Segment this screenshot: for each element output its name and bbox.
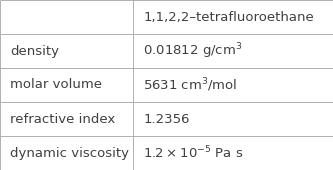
Text: 1.2356: 1.2356 (143, 113, 190, 125)
Text: 1,1,2,2–tetrafluoroethane: 1,1,2,2–tetrafluoroethane (143, 11, 314, 23)
Text: refractive index: refractive index (10, 113, 115, 125)
Text: $1.2\times 10^{-5}$ Pa s: $1.2\times 10^{-5}$ Pa s (143, 145, 243, 161)
Text: 0.01812 g/cm$^3$: 0.01812 g/cm$^3$ (143, 41, 242, 61)
Text: molar volume: molar volume (10, 79, 102, 91)
Text: dynamic viscosity: dynamic viscosity (10, 147, 129, 159)
Text: 5631 cm$^3$/mol: 5631 cm$^3$/mol (143, 76, 238, 94)
Text: density: density (10, 45, 59, 57)
